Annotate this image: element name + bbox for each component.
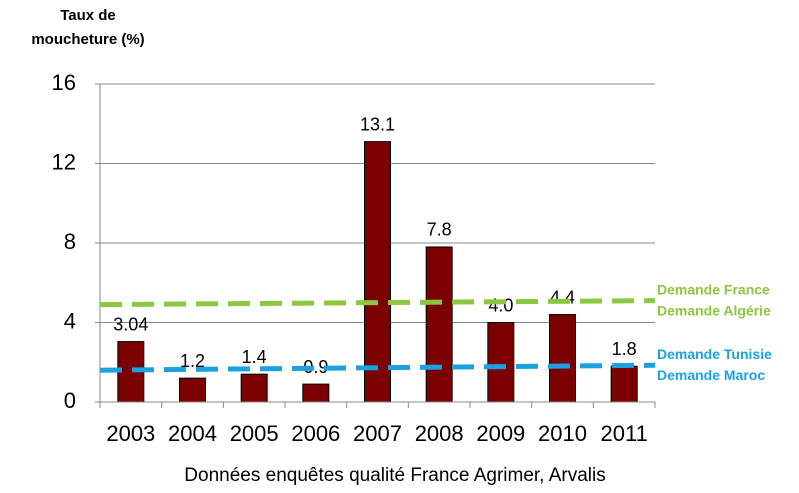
x-tick-label: 2008 (415, 421, 464, 446)
reference-label: Demande France (657, 281, 770, 297)
bar (610, 365, 638, 403)
x-tick-label: 2005 (230, 421, 279, 446)
x-tick-label: 2011 (601, 421, 648, 446)
bar (364, 141, 391, 403)
bar (179, 377, 206, 403)
caption: Données enquêtes qualité France Agrimer,… (184, 465, 605, 486)
value-label: 13.1 (360, 114, 395, 134)
x-tick-label: 2006 (291, 421, 340, 446)
value-label: 1.4 (242, 347, 267, 367)
bar (487, 322, 515, 403)
bar (302, 383, 330, 403)
value-label: 3.04 (113, 314, 148, 334)
x-tick-label: 2010 (538, 421, 587, 446)
y-tick-label: 8 (64, 229, 76, 254)
y-tick-label: 16 (52, 70, 76, 95)
reference-line (99, 298, 656, 308)
y-tick-label: 0 (64, 388, 76, 413)
x-tick-label: 2004 (168, 421, 217, 446)
reference-label: Demande Maroc (657, 367, 765, 383)
value-label: 4.4 (550, 287, 575, 307)
y-tick-label: 4 (64, 308, 76, 333)
value-label: 0.9 (303, 357, 328, 377)
reference-label: Demande Algérie (657, 302, 771, 318)
y-tick-label: 12 (52, 149, 76, 174)
value-label: 7.8 (427, 220, 452, 240)
x-tick-label: 2009 (476, 421, 525, 446)
value-label: 1.2 (180, 351, 205, 371)
bar (549, 314, 576, 403)
reference-line (99, 362, 656, 373)
x-tick-label: 2003 (106, 421, 155, 446)
value-label: 1.8 (612, 339, 637, 359)
value-label: 4.0 (488, 295, 513, 315)
reference-label: Demande Tunisie (657, 346, 772, 362)
bar (425, 246, 453, 403)
y-axis-label: Taux de (60, 7, 116, 24)
x-tick-label: 2007 (353, 421, 402, 446)
bar (240, 373, 268, 403)
y-axis-label: moucheture (%) (31, 31, 144, 48)
